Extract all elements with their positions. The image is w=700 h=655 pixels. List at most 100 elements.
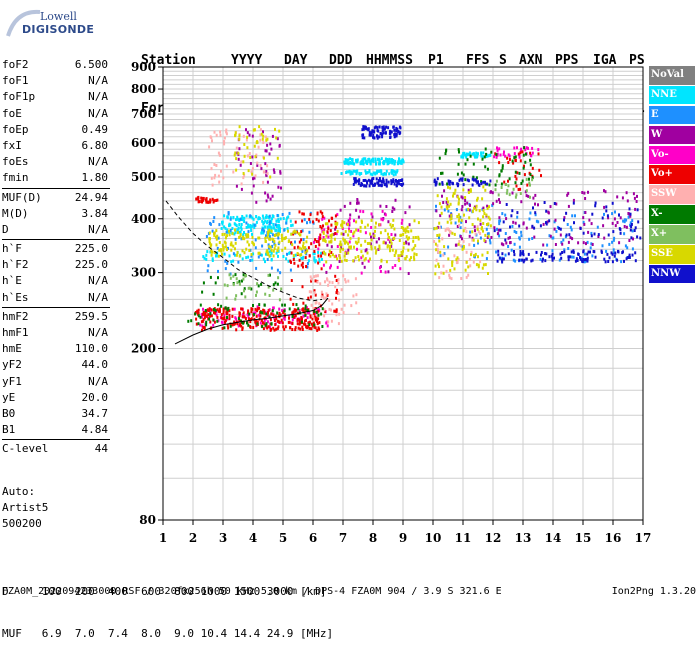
data-point-ssw (355, 293, 358, 297)
data-point-nnw (513, 250, 515, 253)
data-point-nnw (568, 255, 571, 259)
data-point-nnw (563, 218, 565, 222)
data-point-e (274, 223, 277, 227)
data-point-ssw (338, 298, 341, 302)
data-point-x- (264, 323, 267, 327)
data-point-sse (402, 228, 405, 232)
data-point-vo+ (212, 200, 215, 204)
data-point-sse (435, 248, 438, 252)
data-point-nnw (362, 125, 365, 129)
data-point-e (443, 252, 446, 256)
data-point-nnw (359, 183, 362, 187)
data-point-ssw (316, 274, 319, 278)
data-point-vo+ (301, 328, 304, 331)
data-point-vo+ (272, 326, 275, 330)
data-point-nnw (497, 253, 500, 257)
data-point-nne (264, 225, 267, 229)
data-point-e (460, 220, 463, 224)
data-point-ssw (315, 274, 318, 278)
data-point-sse (226, 248, 228, 252)
data-point-w (460, 195, 463, 199)
data-point-w (265, 199, 268, 203)
data-point-vo- (264, 310, 267, 314)
logo-swoosh (6, 9, 41, 37)
data-point-nne (289, 219, 292, 223)
data-point-e (585, 259, 588, 263)
data-point-e (276, 268, 279, 272)
data-point-sse (481, 253, 484, 257)
data-point-sse (353, 245, 355, 249)
data-point-vo+ (223, 316, 226, 320)
data-point-sse (434, 264, 437, 268)
data-point-nnw (354, 177, 357, 181)
data-point-sse (467, 191, 470, 194)
data-point-nnw (467, 179, 470, 183)
data-point-w (445, 200, 448, 204)
data-point-vo+ (209, 320, 212, 324)
data-point-w (266, 193, 269, 197)
data-point-nnw (511, 209, 514, 213)
data-point-vo+ (315, 217, 318, 221)
data-point-vo+ (210, 308, 213, 312)
data-point-e (224, 259, 227, 263)
data-point-vo- (348, 240, 351, 244)
param-row: fxI 6.80 (2, 138, 110, 154)
data-point-nne (247, 225, 250, 229)
data-point-w (537, 203, 539, 207)
data-point-sse (473, 254, 476, 258)
data-point-e (272, 239, 274, 243)
data-point-nnw (398, 132, 401, 136)
data-point-sse (252, 242, 255, 246)
data-point-sse (438, 233, 441, 237)
data-point-ssw (465, 275, 468, 279)
footer-muf-row: MUF 6.9 7.0 7.4 8.0 9.0 10.4 14.4 24.9 [… (2, 627, 334, 640)
data-point-w (332, 232, 335, 236)
data-point-ssw (338, 312, 341, 316)
param-label: h`Es (2, 290, 29, 304)
data-point-sse (302, 244, 304, 248)
data-point-ssw (328, 298, 331, 302)
data-point-nne (291, 223, 294, 227)
data-point-w (349, 201, 352, 205)
data-point-ssw (331, 281, 334, 285)
data-point-x- (508, 177, 511, 181)
data-point-x- (288, 307, 291, 311)
data-point-vo+ (300, 316, 303, 319)
data-point-w (636, 194, 638, 198)
data-point-vo+ (282, 311, 285, 315)
data-point-w (454, 243, 457, 247)
data-point-vo+ (201, 197, 204, 201)
data-point-w (611, 221, 614, 225)
data-point-vo+ (228, 313, 231, 317)
legend-item-vo+: Vo+ (649, 165, 695, 184)
data-point-e (461, 245, 464, 249)
data-point-vo+ (310, 322, 313, 326)
data-point-vo- (322, 236, 325, 239)
data-point-sse (267, 232, 270, 236)
data-point-nne (394, 159, 397, 163)
data-point-x- (466, 158, 469, 162)
data-point-sse (248, 249, 251, 252)
data-point-e (459, 226, 462, 230)
data-point-vo- (247, 315, 250, 319)
data-point-vo+ (526, 183, 529, 187)
data-point-vo+ (314, 245, 317, 248)
data-point-ssw (318, 302, 321, 306)
data-point-vo+ (282, 325, 285, 329)
data-point-ssw (248, 152, 251, 155)
data-point-nne (243, 231, 245, 234)
data-point-w (626, 199, 629, 203)
trace-profile (174, 297, 329, 345)
data-point-sse (477, 255, 479, 259)
data-point-sse (415, 253, 418, 257)
x-tick-label: 15 (575, 531, 592, 545)
data-point-vo+ (294, 309, 297, 313)
data-point-sse (364, 257, 367, 261)
data-point-vo+ (308, 326, 311, 330)
data-point-e (225, 230, 228, 234)
data-point-nne (268, 224, 271, 228)
data-point-nne (235, 224, 238, 228)
data-point-ssw (222, 176, 225, 180)
x-tick-label: 8 (369, 531, 377, 545)
data-point-ssw (225, 132, 228, 136)
